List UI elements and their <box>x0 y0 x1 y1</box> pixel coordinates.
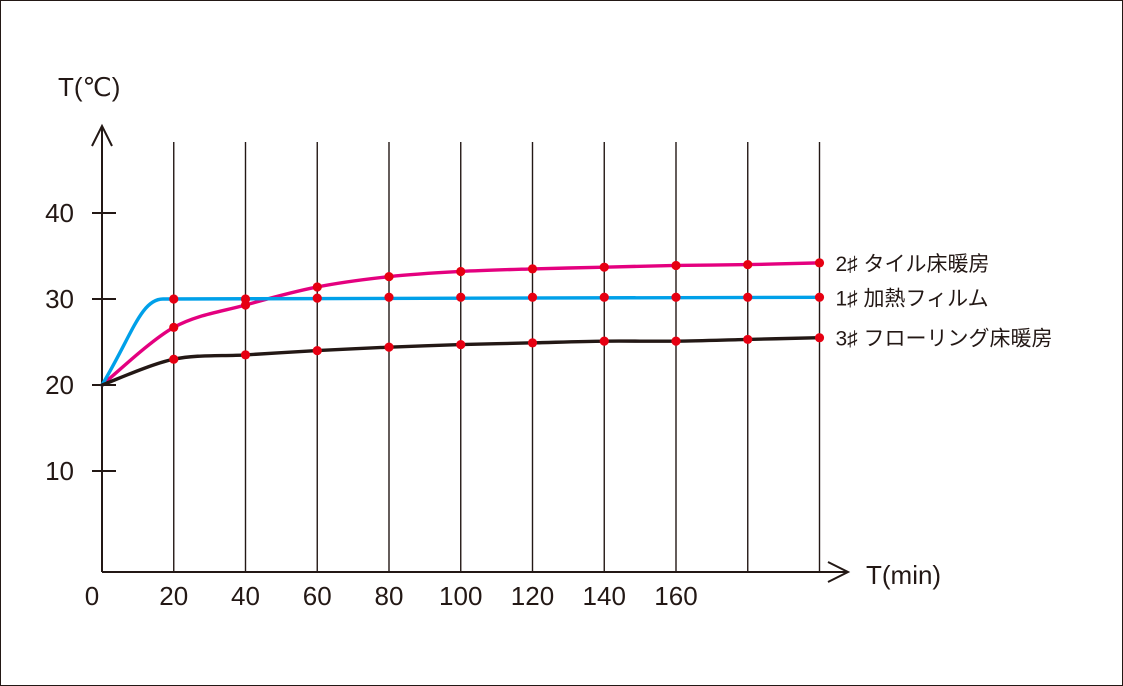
data-point <box>527 338 538 348</box>
data-point <box>527 292 538 302</box>
y-tick-label: 30 <box>45 284 74 314</box>
data-point <box>240 350 251 360</box>
x-tick-label: 140 <box>583 581 626 611</box>
axes <box>91 123 851 583</box>
y-tick-label: 20 <box>45 370 74 400</box>
data-point <box>456 339 466 350</box>
x-tick-label: 40 <box>231 581 260 611</box>
y-axis-arrow-icon <box>91 123 113 147</box>
data-point <box>671 336 681 346</box>
data-point <box>814 333 825 343</box>
legend-wood-floor-heating: 3♯ フローリング床暖房 <box>836 328 1053 351</box>
data-point <box>814 258 825 268</box>
legend-heating-film: 1♯ 加熱フィルム <box>836 287 989 310</box>
data-point <box>384 342 394 352</box>
data-point <box>312 293 322 303</box>
x-tick-label: 80 <box>375 581 404 611</box>
y-ticks: 10 20 30 40 <box>45 198 116 486</box>
data-point <box>743 334 753 345</box>
x-origin-label: 0 <box>85 581 99 611</box>
data-point <box>456 292 466 302</box>
y-axis-title: T(℃) <box>58 72 120 102</box>
data-point <box>599 336 609 346</box>
x-tick-label: 120 <box>511 581 554 611</box>
data-point <box>671 260 681 271</box>
data-point <box>456 266 466 277</box>
x-tick-label: 60 <box>303 581 332 611</box>
data-point <box>384 272 394 282</box>
data-point <box>743 292 753 302</box>
data-point <box>599 292 609 302</box>
series-heating-film <box>100 295 822 387</box>
data-point <box>527 264 538 274</box>
x-tick-label: 100 <box>439 581 482 611</box>
series-markers <box>169 258 825 364</box>
data-point <box>312 282 322 292</box>
legend-tile-floor-heating: 2♯ タイル床暖房 <box>836 253 990 276</box>
x-ticks: 20 40 60 80 100 120 140 160 <box>159 581 697 611</box>
data-point <box>169 322 179 332</box>
x-axis-arrow-icon <box>827 561 851 583</box>
data-point <box>312 346 322 356</box>
y-tick-label: 40 <box>45 198 74 228</box>
x-tick-label: 20 <box>159 581 188 611</box>
series-labels: 2♯ タイル床暖房 1♯ 加熱フィルム 3♯ フローリング床暖房 <box>836 253 1053 351</box>
data-point <box>240 294 251 304</box>
data-point <box>814 292 825 302</box>
data-point <box>743 260 753 270</box>
data-point <box>384 292 394 302</box>
data-point <box>671 292 681 302</box>
data-point <box>169 354 179 364</box>
x-axis-title: T(min) <box>866 560 941 590</box>
vertical-gridlines <box>173 142 821 572</box>
data-point <box>169 294 179 304</box>
x-tick-label: 160 <box>654 581 697 611</box>
y-tick-label: 10 <box>45 456 74 486</box>
data-point <box>599 262 609 272</box>
